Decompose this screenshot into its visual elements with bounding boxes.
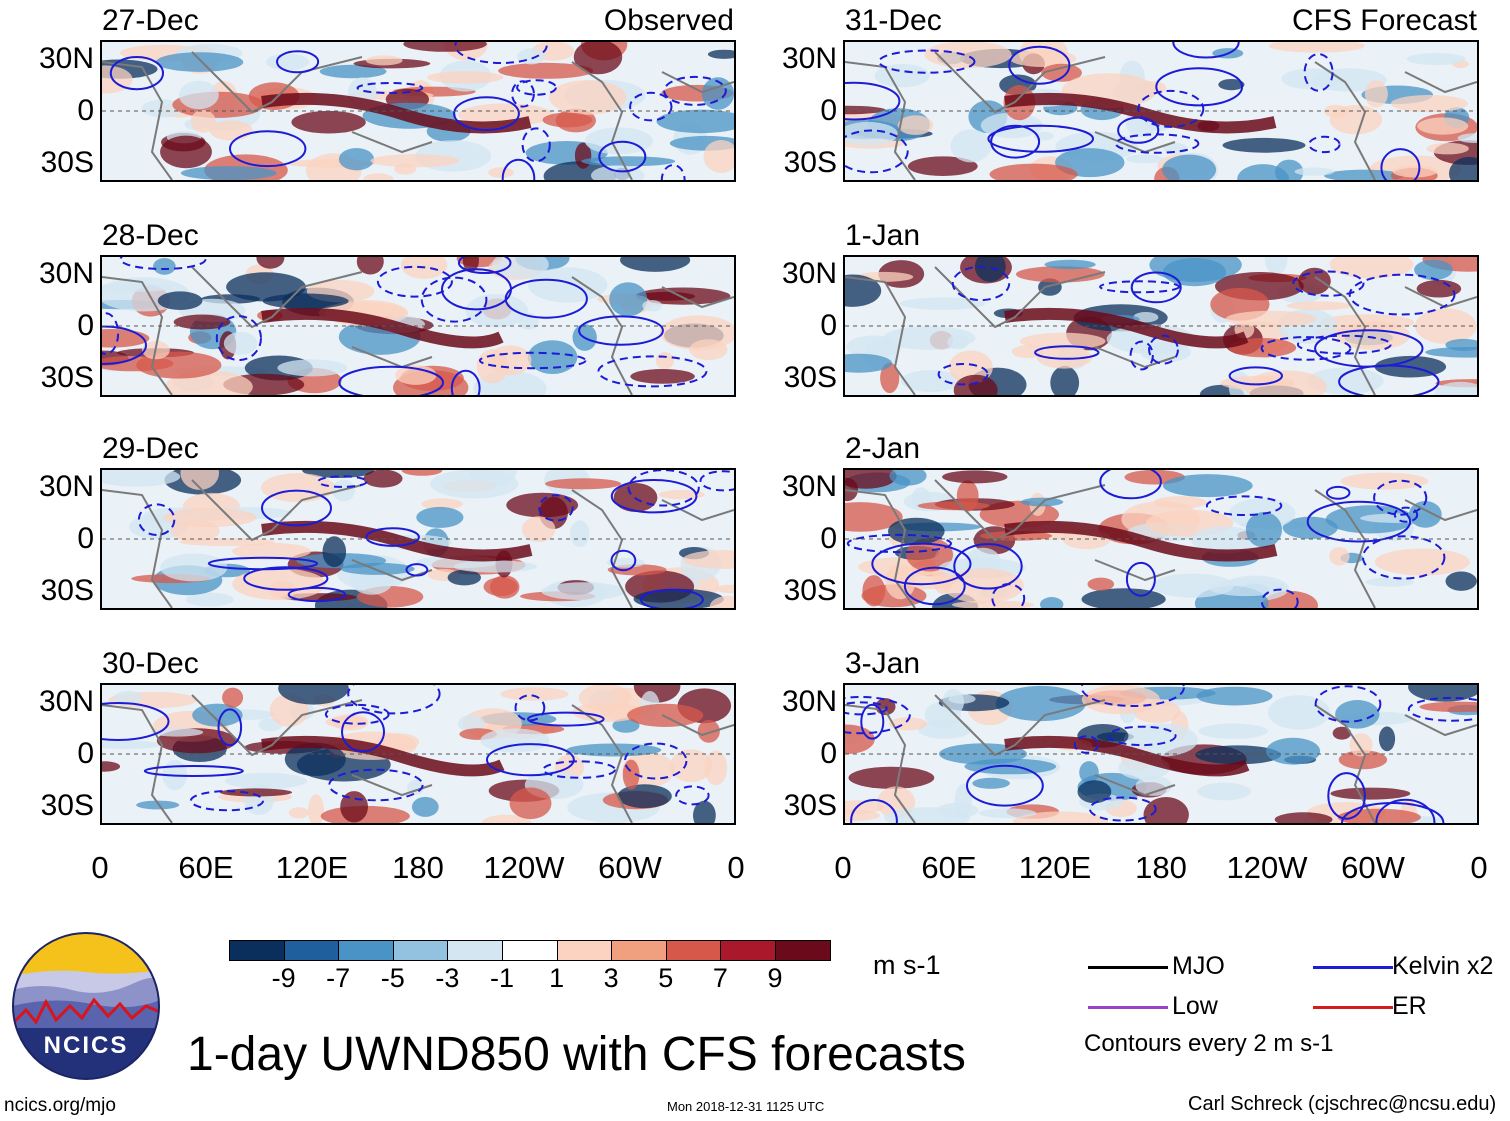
longitude-tick-label: 120E — [275, 850, 349, 885]
legend-label: ER — [1392, 992, 1427, 1020]
colorbar-tick-label: -9 — [271, 963, 296, 993]
panel-date: 2-Jan — [845, 432, 921, 465]
ncics-logo-graphic — [12, 932, 160, 1080]
wind-map-panel — [843, 683, 1479, 825]
colorbar-tick-label: -1 — [489, 963, 515, 993]
wind-map-panel — [843, 40, 1479, 182]
site-link[interactable]: ncics.org/mjo — [4, 1095, 116, 1116]
colorbar-swatch — [556, 940, 613, 961]
panel-source-tag: Observed — [603, 4, 734, 37]
colorbar-tick-label: -7 — [326, 963, 351, 993]
panel-date: 29-Dec — [102, 432, 199, 465]
latitude-tick-label: 0 — [77, 94, 94, 127]
colorbar-tick-label: 9 — [767, 963, 783, 993]
logo-text: NCICS — [43, 1032, 129, 1059]
longitude-tick-label: 60W — [598, 850, 662, 885]
latitude-tick-label: 30S — [783, 146, 837, 179]
legend-line-swatch — [1088, 966, 1168, 969]
longitude-tick-label: 180 — [1135, 850, 1187, 885]
colorbar-tick-label: 1 — [549, 963, 565, 993]
latitude-tick-label: 30S — [783, 574, 837, 607]
legend-label: MJO — [1172, 952, 1225, 980]
colorbar-tick-label: 5 — [658, 963, 674, 993]
latitude-tick-label: 30S — [40, 361, 94, 394]
latitude-tick-label: 0 — [820, 309, 837, 342]
latitude-tick-label: 0 — [820, 94, 837, 127]
latitude-tick-label: 0 — [77, 522, 94, 555]
latitude-tick-label: 30N — [781, 257, 837, 290]
longitude-tick-label: 0 — [727, 850, 745, 885]
latitude-tick-label: 30N — [781, 470, 837, 503]
latitude-tick-label: 30S — [783, 789, 837, 822]
colorbar-swatch — [665, 940, 722, 961]
wind-map-panel — [843, 255, 1479, 397]
legend-line-swatch — [1088, 1006, 1168, 1009]
legend-line-swatch — [1313, 1006, 1393, 1009]
colorbar-swatch — [392, 940, 449, 961]
latitude-tick-label: 30N — [38, 42, 94, 75]
colorbar-swatch — [283, 940, 340, 961]
colorbar-tick-label: -3 — [435, 963, 460, 993]
latitude-tick-label: 30S — [40, 789, 94, 822]
colorbar-swatch — [229, 940, 285, 961]
longitude-tick-label: 0 — [1470, 850, 1488, 885]
latitude-tick-label: 0 — [77, 309, 94, 342]
wind-map-panel — [100, 40, 736, 182]
wind-map-panel — [100, 468, 736, 610]
longitude-tick-label: 60E — [921, 850, 977, 885]
panel-date: 30-Dec — [102, 647, 199, 680]
colorbar-swatch — [611, 940, 667, 961]
legend-label: Kelvin x2 — [1392, 952, 1494, 980]
panel-date: 27-Dec — [102, 4, 199, 37]
colorbar-swatch — [502, 940, 558, 961]
colorbar-units: m s-1 — [873, 950, 941, 980]
colorbar-swatch — [775, 940, 831, 961]
latitude-tick-label: 30N — [38, 257, 94, 290]
colorbar-swatch — [720, 940, 776, 961]
wind-map-panel — [843, 468, 1479, 610]
latitude-tick-label: 30N — [38, 470, 94, 503]
panel-date: 1-Jan — [845, 219, 921, 252]
figure-title: 1-day UWND850 with CFS forecasts — [187, 1028, 966, 1081]
colorbar-swatch — [338, 940, 394, 961]
latitude-tick-label: 30S — [40, 574, 94, 607]
latitude-tick-label: 30N — [38, 685, 94, 718]
ncics-logo: NCICS — [12, 932, 160, 1080]
latitude-tick-label: 30N — [781, 685, 837, 718]
longitude-tick-label: 60W — [1341, 850, 1405, 885]
longitude-tick-label: 120E — [1018, 850, 1092, 885]
contour-note: Contours every 2 m s-1 — [1084, 1030, 1334, 1057]
panel-date: 3-Jan — [845, 647, 921, 680]
wind-map-panel — [100, 683, 736, 825]
legend-label: Low — [1172, 992, 1218, 1020]
colorbar-swatch — [447, 940, 503, 961]
panel-date: 31-Dec — [845, 4, 942, 37]
latitude-tick-label: 30N — [781, 42, 837, 75]
wind-map-panel — [100, 255, 736, 397]
author-credit: Carl Schreck (cjschrec@ncsu.edu) — [1188, 1093, 1497, 1115]
longitude-tick-label: 0 — [834, 850, 852, 885]
timestamp: Mon 2018-12-31 1125 UTC — [667, 1099, 825, 1114]
panel-date: 28-Dec — [102, 219, 199, 252]
latitude-tick-label: 0 — [820, 522, 837, 555]
colorbar-tick-label: 7 — [712, 963, 728, 993]
latitude-tick-label: 0 — [820, 737, 837, 770]
longitude-tick-label: 180 — [392, 850, 444, 885]
latitude-tick-label: 30S — [40, 146, 94, 179]
longitude-tick-label: 120W — [1226, 850, 1308, 885]
colorbar-tick-label: -5 — [380, 963, 405, 993]
colorbar-tick-label: 3 — [603, 963, 619, 993]
panel-source-tag: CFS Forecast — [1291, 4, 1477, 37]
legend-line-swatch — [1313, 966, 1393, 969]
longitude-tick-label: 0 — [91, 850, 109, 885]
latitude-tick-label: 30S — [783, 361, 837, 394]
latitude-tick-label: 0 — [77, 737, 94, 770]
longitude-tick-label: 60E — [178, 850, 234, 885]
longitude-tick-label: 120W — [483, 850, 565, 885]
